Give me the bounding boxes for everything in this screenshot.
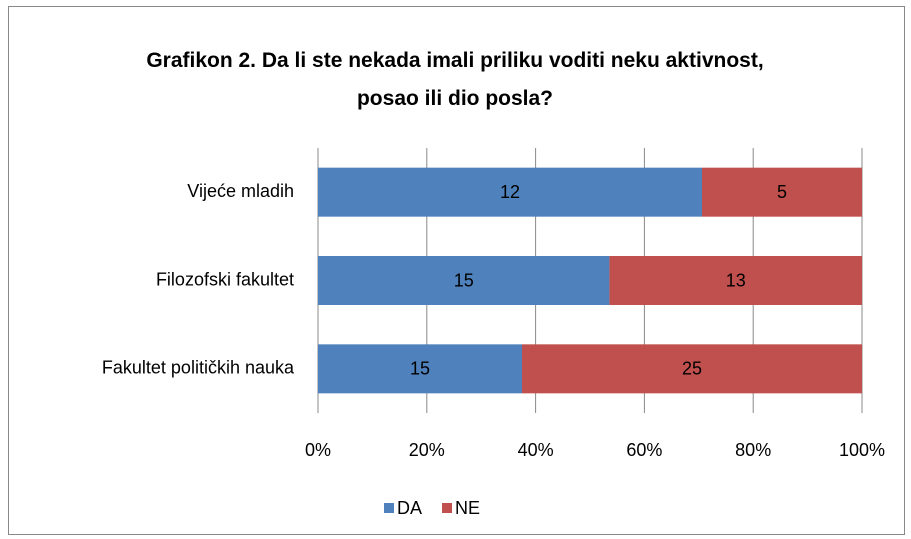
y-tick-label: Vijeće mladih [187,181,294,201]
bar-segment [318,256,610,305]
data-label: 13 [726,270,746,290]
bar-segment [318,167,702,217]
data-label: 25 [682,359,702,379]
legend-label: NE [455,498,480,518]
legend-swatch [442,503,453,513]
bar-segment [522,344,862,394]
data-label: 15 [410,359,430,379]
x-tick-label: 100% [839,440,885,460]
y-tick-label: Filozofski fakultet [156,269,294,289]
x-tick-label: 20% [409,440,445,460]
bar-segment [318,344,522,394]
bar-segment [702,167,862,217]
data-label: 5 [777,182,787,202]
bar-segment [609,256,862,305]
x-tick-label: 80% [735,440,771,460]
data-label: 12 [500,182,520,202]
y-tick-label: Fakultet političkih nauka [102,358,295,378]
legend-label: DA [397,498,422,518]
chart-title: Grafikon 2. Da li ste nekada imali prili… [146,49,764,110]
legend-swatch [384,503,394,513]
data-label: 15 [454,270,474,290]
x-tick-label: 40% [518,440,554,460]
x-tick-label: 60% [626,440,662,460]
x-tick-label: 0% [305,440,331,460]
